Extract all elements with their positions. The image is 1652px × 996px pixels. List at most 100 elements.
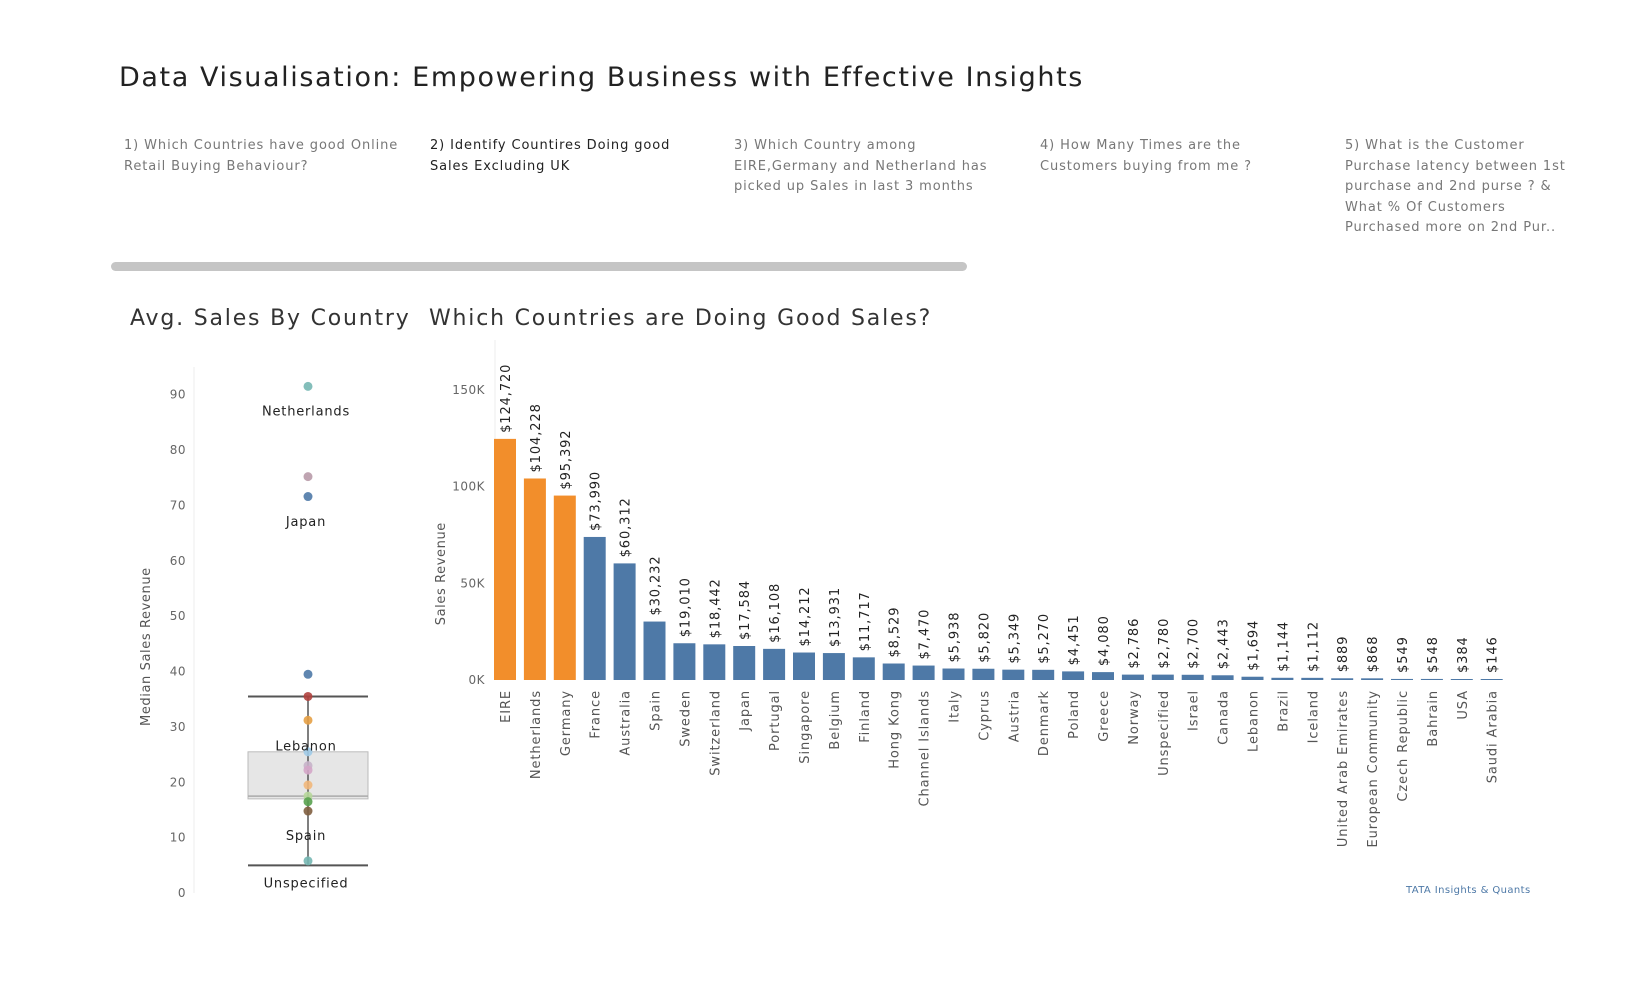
bar-saudi-arabia[interactable] (1480, 679, 1503, 680)
bar-data-label: $2,780 (1157, 618, 1172, 669)
bar-data-label: $2,786 (1127, 618, 1142, 669)
bar-data-label: $1,144 (1276, 621, 1291, 672)
box-point[interactable] (303, 806, 313, 816)
box-point[interactable] (303, 472, 313, 482)
bar-germany[interactable] (553, 495, 576, 680)
bar-y-tick-label: 50K (460, 576, 485, 590)
bar-category-label: European Community (1366, 690, 1381, 848)
bar-data-label: $2,700 (1187, 618, 1202, 669)
box-y-tick-label: 60 (170, 554, 186, 568)
bar-eire[interactable] (494, 438, 516, 680)
box-point[interactable] (303, 797, 313, 807)
bar-data-label: $19,010 (678, 577, 693, 637)
box-chart-title: Avg. Sales By Country (130, 306, 411, 331)
box-point[interactable] (303, 765, 313, 775)
bar-category-label: Austria (1007, 690, 1022, 742)
bar-united-arab-emirates[interactable] (1331, 678, 1354, 680)
bar-category-label: Israel (1187, 690, 1202, 731)
bar-y-tick-label: 0K (468, 673, 485, 687)
bar-category-label: Italy (948, 690, 963, 723)
bar-data-label: $30,232 (649, 555, 664, 615)
bar-greece[interactable] (1092, 672, 1114, 680)
bar-data-label: $18,442 (708, 578, 723, 638)
bar-data-label: $7,470 (918, 609, 933, 660)
box-point[interactable] (303, 856, 313, 866)
bar-norway[interactable] (1121, 674, 1144, 680)
bar-data-label: $548 (1426, 636, 1441, 673)
bar-data-label: $4,080 (1097, 615, 1112, 666)
box-y-tick-label: 30 (170, 720, 186, 734)
bar-cyprus[interactable] (972, 668, 995, 680)
box-point[interactable] (303, 492, 313, 502)
bar-denmark[interactable] (1032, 669, 1055, 680)
bar-data-label: $14,212 (798, 586, 813, 646)
bar-austria[interactable] (1002, 669, 1025, 680)
box-country-annotation: Japan (285, 515, 326, 530)
bar-data-label: $17,584 (738, 580, 753, 640)
bar-chart-title: Which Countries are Doing Good Sales? (429, 306, 933, 331)
bar-data-label: $4,451 (1067, 615, 1082, 666)
story-scrollbar[interactable] (111, 262, 967, 271)
bar-european-community[interactable] (1361, 678, 1384, 680)
box-point[interactable] (303, 780, 313, 790)
bar-data-label: $11,717 (858, 591, 873, 651)
bar-data-label: $549 (1396, 636, 1411, 673)
bar-category-label: Saudi Arabia (1486, 690, 1501, 783)
bar-category-label: Portugal (768, 690, 783, 751)
story-point-4[interactable]: 4) How Many Times are the Customers buyi… (1040, 138, 1252, 174)
bar-portugal[interactable] (763, 648, 786, 680)
bar-category-label: Hong Kong (888, 690, 903, 769)
bar-data-label: $73,990 (589, 471, 604, 531)
bar-poland[interactable] (1062, 671, 1085, 680)
bar-category-label: Iceland (1306, 690, 1321, 743)
page-title: Data Visualisation: Empowering Business … (119, 62, 1084, 93)
bar-category-label: France (589, 690, 604, 739)
bar-belgium[interactable] (822, 653, 845, 680)
bar-singapore[interactable] (793, 652, 815, 680)
bar-brazil[interactable] (1271, 677, 1294, 680)
bar-bahrain[interactable] (1420, 678, 1443, 680)
bar-data-label: $95,392 (559, 430, 574, 490)
bar-sweden[interactable] (673, 643, 696, 680)
bar-data-label: $16,108 (768, 583, 783, 643)
bar-israel[interactable] (1181, 674, 1204, 680)
box-y-tick-label: 40 (170, 665, 186, 679)
bar-data-label: $1,694 (1247, 620, 1262, 671)
bar-hong-kong[interactable] (882, 663, 905, 680)
box-country-annotation: Lebanon (275, 739, 336, 754)
story-point-2[interactable]: 2) Identify Countires Doing good Sales E… (430, 138, 671, 174)
box-point[interactable] (303, 715, 313, 725)
bar-france[interactable] (583, 536, 606, 680)
box-y-tick-label: 10 (170, 831, 186, 845)
bar-iceland[interactable] (1301, 677, 1324, 680)
bar-data-label: $5,349 (1007, 613, 1022, 664)
bar-netherlands[interactable] (523, 478, 546, 680)
box-country-annotation: Spain (286, 829, 326, 844)
bar-usa[interactable] (1450, 679, 1473, 680)
story-point-1[interactable]: 1) Which Countries have good Online Reta… (124, 138, 399, 174)
bar-switzerland[interactable] (703, 644, 726, 680)
bar-data-label: $60,312 (619, 497, 634, 557)
bar-unspecified[interactable] (1151, 674, 1174, 680)
bar-channel-islands[interactable] (912, 665, 935, 680)
box-point[interactable] (303, 381, 313, 391)
box-point[interactable] (303, 691, 313, 701)
bar-category-label: Spain (649, 690, 664, 731)
bar-japan[interactable] (733, 646, 756, 680)
bar-finland[interactable] (852, 657, 875, 680)
bar-spain[interactable] (643, 621, 666, 680)
bar-category-label: United Arab Emirates (1336, 690, 1351, 847)
bar-category-label: EIRE (499, 690, 514, 723)
story-point-5[interactable]: 5) What is the Customer Purchase latency… (1345, 138, 1566, 235)
bar-australia[interactable] (613, 563, 636, 680)
bar-data-label: $104,228 (529, 403, 544, 472)
bar-category-label: Channel Islands (918, 690, 933, 806)
box-point[interactable] (303, 669, 313, 679)
bar-italy[interactable] (942, 668, 965, 680)
bar-czech-republic[interactable] (1391, 678, 1413, 680)
story-point-3[interactable]: 3) Which Country among EIRE,Germany and … (734, 138, 988, 194)
box-point[interactable] (303, 747, 313, 757)
bar-canada[interactable] (1211, 675, 1234, 680)
bar-lebanon[interactable] (1241, 676, 1264, 680)
bar-y-tick-label: 100K (452, 480, 485, 494)
